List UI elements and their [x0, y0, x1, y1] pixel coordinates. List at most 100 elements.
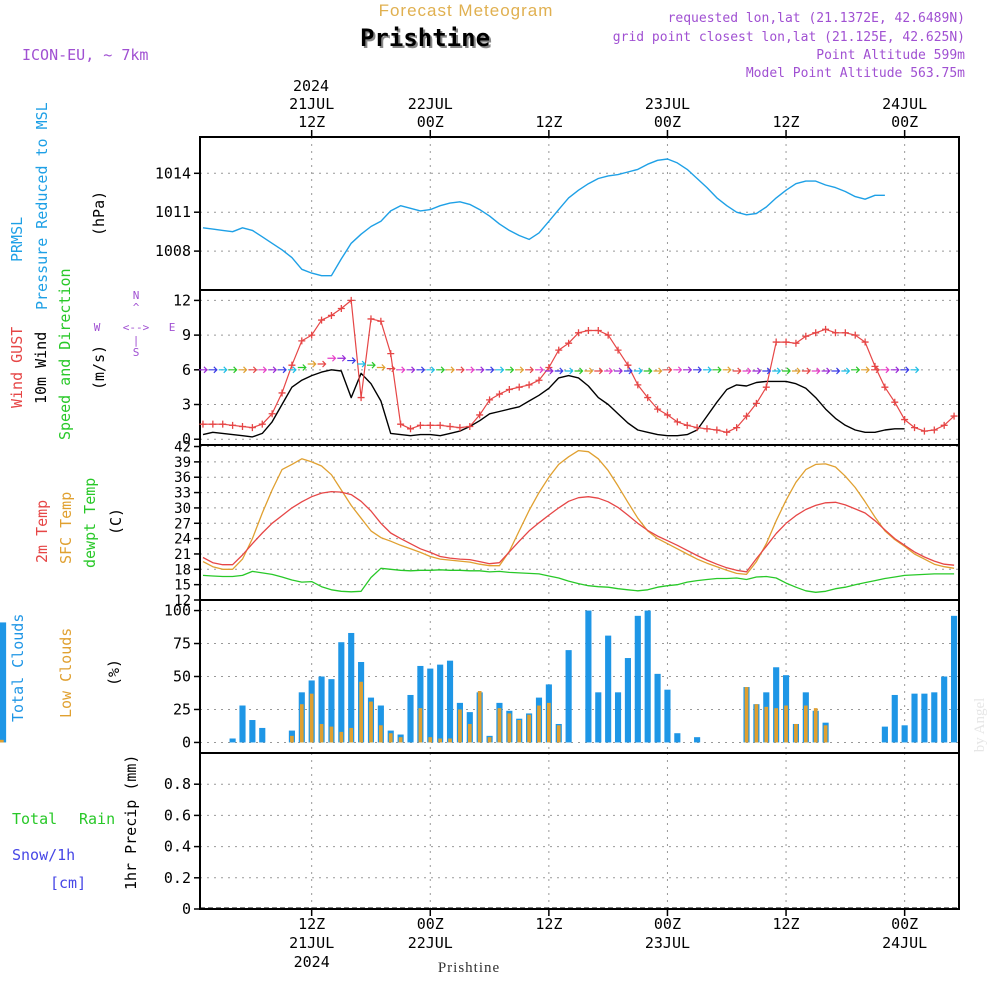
wind-direction-arrow	[455, 366, 465, 374]
wind-direction-arrow	[198, 366, 208, 374]
wind-direction-arrow	[801, 367, 811, 375]
gust-marker	[209, 420, 217, 428]
wind-direction-arrow	[376, 364, 386, 371]
total-cloud-bar	[417, 665, 424, 743]
compass-up-arrow: ^	[133, 301, 140, 314]
wind-direction-arrow	[287, 366, 297, 374]
total-cloud-bar	[644, 610, 651, 743]
gust-marker	[268, 410, 276, 418]
dewpt-line	[202, 567, 955, 593]
top-day-label-5: 24JUL	[882, 95, 927, 113]
snow-label: Snow/1h	[12, 846, 75, 864]
wind-direction-arrow	[614, 367, 623, 375]
compass-w: W	[94, 321, 101, 334]
compass-rose: N ^ W <--> E | S	[94, 289, 176, 359]
precip-ytick-label-2: 0.4	[164, 838, 191, 856]
compass-h-arrow: <-->	[123, 321, 150, 334]
total-cloud-bar	[437, 664, 444, 743]
gust-marker	[219, 420, 227, 428]
wind-direction-arrow	[505, 366, 515, 374]
low-cloud-bar	[458, 709, 462, 743]
temperature-ytick-label-1: 15	[174, 578, 191, 594]
wind-direction-arrow	[683, 366, 693, 374]
precip-panel: 0 0.2 0.4 0.6 0.8	[164, 752, 960, 918]
total-cloud-bar	[941, 676, 948, 743]
low-cloud-bar	[369, 701, 373, 743]
wind-frame	[199, 289, 960, 446]
wind-panel: 0 3 6 9 12	[173, 289, 960, 448]
wind-direction-arrow	[416, 366, 426, 374]
gust-marker	[278, 389, 286, 397]
wind-direction-arrow	[722, 366, 732, 374]
precip-frame	[199, 752, 960, 910]
gust-series-label: Wind GUST	[8, 327, 26, 408]
gust-marker	[308, 331, 316, 339]
wind-direction-arrow	[861, 366, 870, 374]
rain-label: Rain	[79, 810, 115, 828]
gust-marker	[466, 422, 474, 430]
gust-marker	[584, 326, 592, 334]
top-hour-label-5: 00Z	[891, 113, 918, 131]
gust-marker	[426, 421, 434, 429]
gust-marker	[772, 338, 780, 346]
low-cloud-bar	[388, 733, 393, 743]
low-cloud-bar	[379, 725, 383, 743]
low-cloud-bar	[290, 735, 294, 743]
pressure-ytick-label-2: 1014	[155, 164, 191, 182]
total-clouds-series-label: Total Clouds	[9, 614, 27, 722]
wind-direction-arrow	[900, 366, 910, 374]
gust-marker	[555, 346, 563, 354]
wind-direction-arrow	[258, 366, 268, 374]
gust-marker	[515, 383, 523, 391]
temperature-ytick-label-4: 24	[174, 532, 191, 548]
total-cloud-bar	[911, 693, 918, 743]
low-cloud-bar	[774, 708, 779, 743]
gust-marker	[911, 424, 919, 432]
gridpoint-coords: grid point closest lon,lat (21.125E, 42.…	[613, 30, 965, 45]
gust-marker	[871, 362, 879, 370]
wind-direction-arrow	[811, 367, 821, 375]
gust-marker	[486, 396, 494, 404]
wind-direction-arrow	[406, 366, 416, 374]
gust-marker	[238, 422, 246, 430]
gust-marker	[644, 394, 652, 402]
wind-direction-arrow	[268, 366, 277, 374]
total-cloud-bar	[446, 660, 454, 743]
gust-marker	[812, 329, 820, 337]
wind-direction-arrow	[465, 366, 475, 374]
low-cloud-bar	[497, 708, 502, 743]
total-cloud-bar	[624, 658, 631, 743]
low-cloud-bar	[527, 714, 531, 743]
wind-direction-arrow	[594, 367, 604, 375]
wind-direction-arrow	[446, 366, 455, 374]
model-label: ICON-EU, ~ 7km	[22, 46, 148, 64]
gust-marker	[624, 361, 632, 369]
bottom-day-label-1: 22JUL	[408, 934, 453, 952]
wind-direction-arrow	[742, 367, 752, 375]
wind-direction-arrow	[782, 367, 791, 375]
bottom-hour-label-0: 12Z	[298, 915, 325, 933]
temperature-ytick-label-9: 39	[174, 455, 191, 471]
total-cloud-bar	[377, 705, 384, 743]
gust-marker	[693, 424, 701, 432]
gust-marker	[229, 421, 237, 429]
wind-ytick-label-4: 12	[173, 291, 191, 309]
gust-marker	[367, 315, 375, 323]
pressure-series-label-2: Pressure Reduced to MSL	[33, 102, 51, 310]
clouds-ytick-label-2: 50	[173, 668, 191, 686]
wind-direction-arrow	[752, 367, 762, 375]
wind-direction-arrow	[515, 366, 525, 374]
gust-marker	[397, 420, 405, 428]
requested-coords: requested lon,lat (21.1372E, 42.6489N)	[668, 11, 965, 26]
temp-unit-label: (C)	[107, 508, 125, 535]
bottom-year-label-0: 2024	[294, 953, 330, 971]
gust-marker	[377, 317, 385, 325]
total-cloud-bar	[891, 694, 898, 743]
wind-direction-arrow	[386, 365, 396, 373]
gust-marker	[614, 346, 622, 354]
clouds-ytick-label-3: 75	[173, 635, 191, 653]
clouds-unit-label: (%)	[105, 659, 123, 686]
bottom-day-label-0: 21JUL	[289, 934, 334, 952]
gust-marker	[881, 383, 889, 391]
gust-marker	[594, 326, 602, 334]
